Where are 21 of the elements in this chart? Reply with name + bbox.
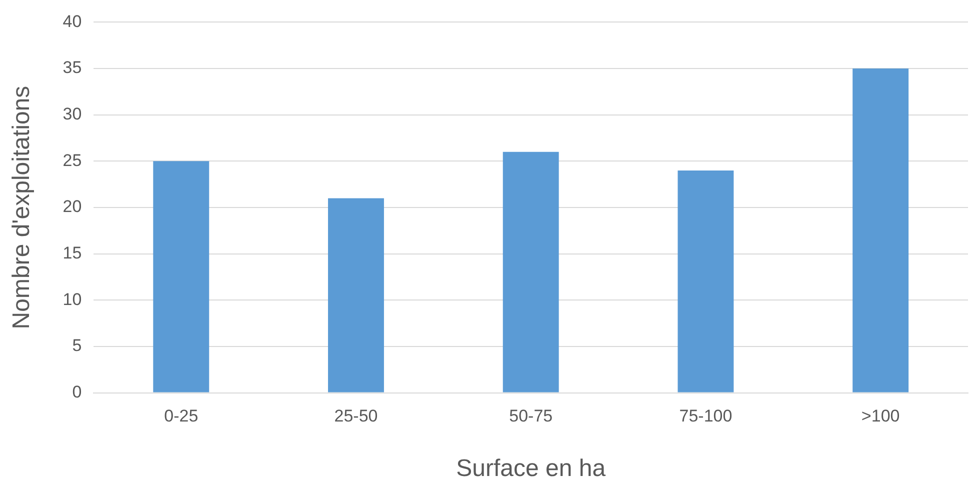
y-tick-label: 5 (72, 336, 82, 356)
x-tick-label: 0-25 (164, 406, 198, 426)
y-tick-label: 40 (62, 12, 82, 31)
y-tick-label: 35 (62, 58, 82, 78)
y-tick-label: 30 (62, 104, 82, 124)
y-tick-label: 0 (72, 382, 82, 402)
x-tick-label: 50-75 (509, 406, 553, 426)
x-axis-title: Surface en ha (456, 455, 606, 482)
bar (852, 68, 909, 392)
bar (328, 198, 384, 392)
y-axis-title: Nombre d'exploitations (8, 86, 36, 330)
bar (153, 161, 210, 392)
y-tick-label: 25 (62, 150, 82, 170)
bar (502, 152, 559, 392)
x-tick-label: 25-50 (334, 406, 378, 426)
y-tick-label: 10 (62, 290, 82, 309)
bar (678, 170, 734, 392)
x-tick-label: 75-100 (679, 406, 732, 426)
y-tick-label: 15 (62, 244, 82, 263)
y-tick-label: 20 (62, 197, 82, 216)
x-tick-label: >100 (861, 406, 900, 426)
